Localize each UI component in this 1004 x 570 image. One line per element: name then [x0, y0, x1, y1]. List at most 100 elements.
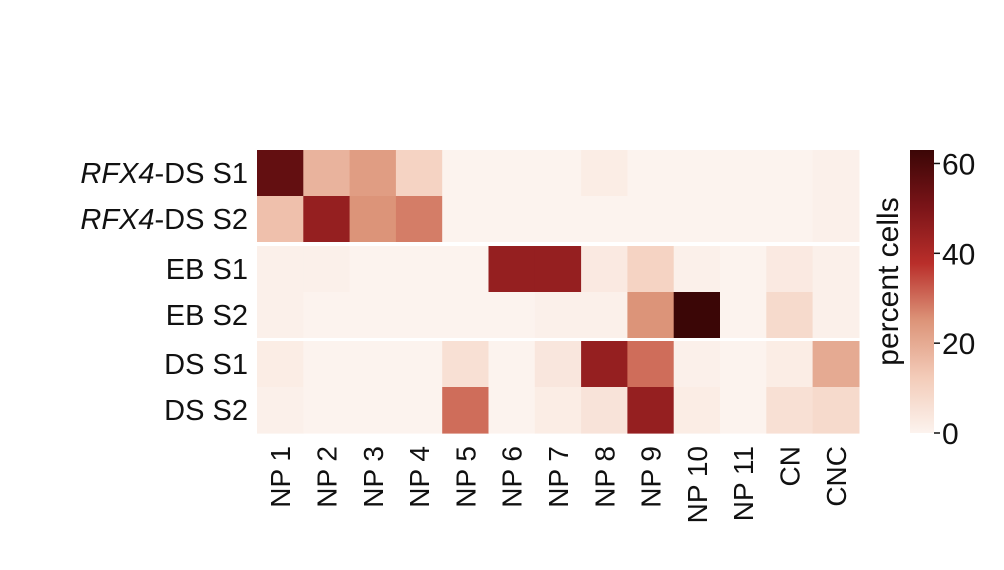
heatmap-cell [395, 196, 443, 243]
heatmap-cell [395, 246, 443, 293]
group-separator [256, 242, 860, 246]
heatmap-cell [488, 387, 536, 434]
heatmap-cell [766, 150, 814, 197]
column-label: CN [774, 446, 805, 486]
heatmap-cell [627, 196, 675, 243]
column-label: NP 7 [543, 446, 574, 508]
column-label: NP 1 [265, 446, 296, 508]
heatmap-cell [766, 341, 814, 388]
heatmap-cell [534, 341, 582, 388]
heatmap-cell [395, 150, 443, 197]
colorbar-tick-label: 20 [942, 328, 975, 361]
heatmap-cell [534, 150, 582, 197]
heatmap-cell [720, 150, 767, 197]
heatmap-cell [395, 292, 443, 339]
heatmap-cell [257, 246, 304, 293]
row-label: RFX4-DS S1 [80, 158, 248, 190]
heatmap-cell [812, 246, 860, 293]
heatmap-cell [257, 292, 304, 339]
column-label: NP 11 [728, 446, 759, 521]
heatmap-cell [303, 292, 351, 339]
heatmap-cell [442, 387, 490, 434]
heatmap-cell [812, 292, 860, 339]
heatmap-cell [442, 292, 490, 339]
row-label: EB S1 [166, 254, 248, 286]
row-label: RFX4-DS S2 [80, 204, 248, 236]
row-label-text: -DS S2 [155, 204, 248, 236]
heatmap-cell [673, 246, 721, 293]
column-label: NP 2 [311, 446, 342, 508]
heatmap-cell [812, 387, 860, 434]
column-label: NP 5 [450, 446, 481, 508]
heatmap-cell [812, 150, 860, 197]
column-label: NP 8 [589, 446, 620, 508]
heatmap-cell [303, 196, 351, 243]
group-separators [256, 242, 860, 341]
heatmap-cell [303, 341, 351, 388]
heatmap-cell [812, 196, 860, 243]
heatmap-cell [581, 150, 628, 197]
heatmap-cell [349, 150, 397, 197]
column-labels: NP 1 NP 2 NP 3 NP 4 NP 5 NP 6 NP 7 NP 8 NP 9 NP 1… [265, 446, 852, 523]
heatmap-cell [488, 246, 536, 293]
column-label: NP 10 [682, 446, 713, 523]
row-label: DS S2 [164, 395, 248, 427]
heatmap-cell [442, 150, 490, 197]
heatmap-cell [349, 387, 397, 434]
heatmap-cells [257, 150, 860, 434]
row-label-text: DS S1 [164, 349, 248, 381]
heatmap-cell [257, 150, 304, 197]
heatmap-cell [627, 150, 675, 197]
row-label-gene: RFX4 [80, 204, 154, 236]
heatmap-cell [349, 196, 397, 243]
heatmap-cell [581, 292, 628, 339]
heatmap-cell [442, 341, 490, 388]
heatmap-cell [627, 341, 675, 388]
colorbar-title: percent cells [872, 197, 905, 365]
row-label-gene: RFX4 [80, 158, 154, 190]
row-label-text: EB S2 [166, 300, 248, 332]
colorbar-tick-label: 0 [942, 418, 959, 451]
heatmap-cell [303, 150, 351, 197]
heatmap-cell [349, 292, 397, 339]
group-separator [256, 338, 860, 341]
heatmap-cell [257, 196, 304, 243]
row-label: DS S1 [164, 349, 248, 381]
colorbar-tick-label: 60 [942, 148, 975, 181]
heatmap-cell [534, 196, 582, 243]
heatmap-cell [720, 387, 767, 434]
heatmap-cell [257, 341, 304, 388]
heatmap-cell [395, 387, 443, 434]
heatmap-cell [673, 292, 721, 339]
heatmap-cell [766, 387, 814, 434]
heatmap-cell [673, 341, 721, 388]
row-label: EB S2 [166, 300, 248, 332]
row-label-text: DS S2 [164, 395, 248, 427]
column-label: NP 3 [358, 446, 389, 508]
heatmap-cell [673, 387, 721, 434]
heatmap-cell [442, 196, 490, 243]
heatmap-cell [766, 196, 814, 243]
heatmap-cell [673, 150, 721, 197]
heatmap-cell [488, 196, 536, 243]
heatmap-cell [720, 341, 767, 388]
heatmap-cell [442, 246, 490, 293]
heatmap-cell [812, 341, 860, 388]
heatmap-cell [581, 387, 628, 434]
heatmap-cell [581, 196, 628, 243]
colorbar-gradient [910, 150, 934, 433]
colorbar-ticks: 0 20 40 60 [934, 148, 975, 451]
column-label: NP 6 [497, 446, 528, 508]
heatmap-cell [534, 292, 582, 339]
heatmap-cell [257, 387, 304, 434]
heatmap-cell [349, 341, 397, 388]
row-label-text: -DS S1 [155, 158, 248, 190]
heatmap-cell [534, 387, 582, 434]
heatmap-cell [488, 292, 536, 339]
colorbar-tick-label: 40 [942, 238, 975, 271]
heatmap-cell [395, 341, 443, 388]
heatmap-cell [534, 246, 582, 293]
heatmap-cell [766, 292, 814, 339]
heatmap-cell [627, 387, 675, 434]
